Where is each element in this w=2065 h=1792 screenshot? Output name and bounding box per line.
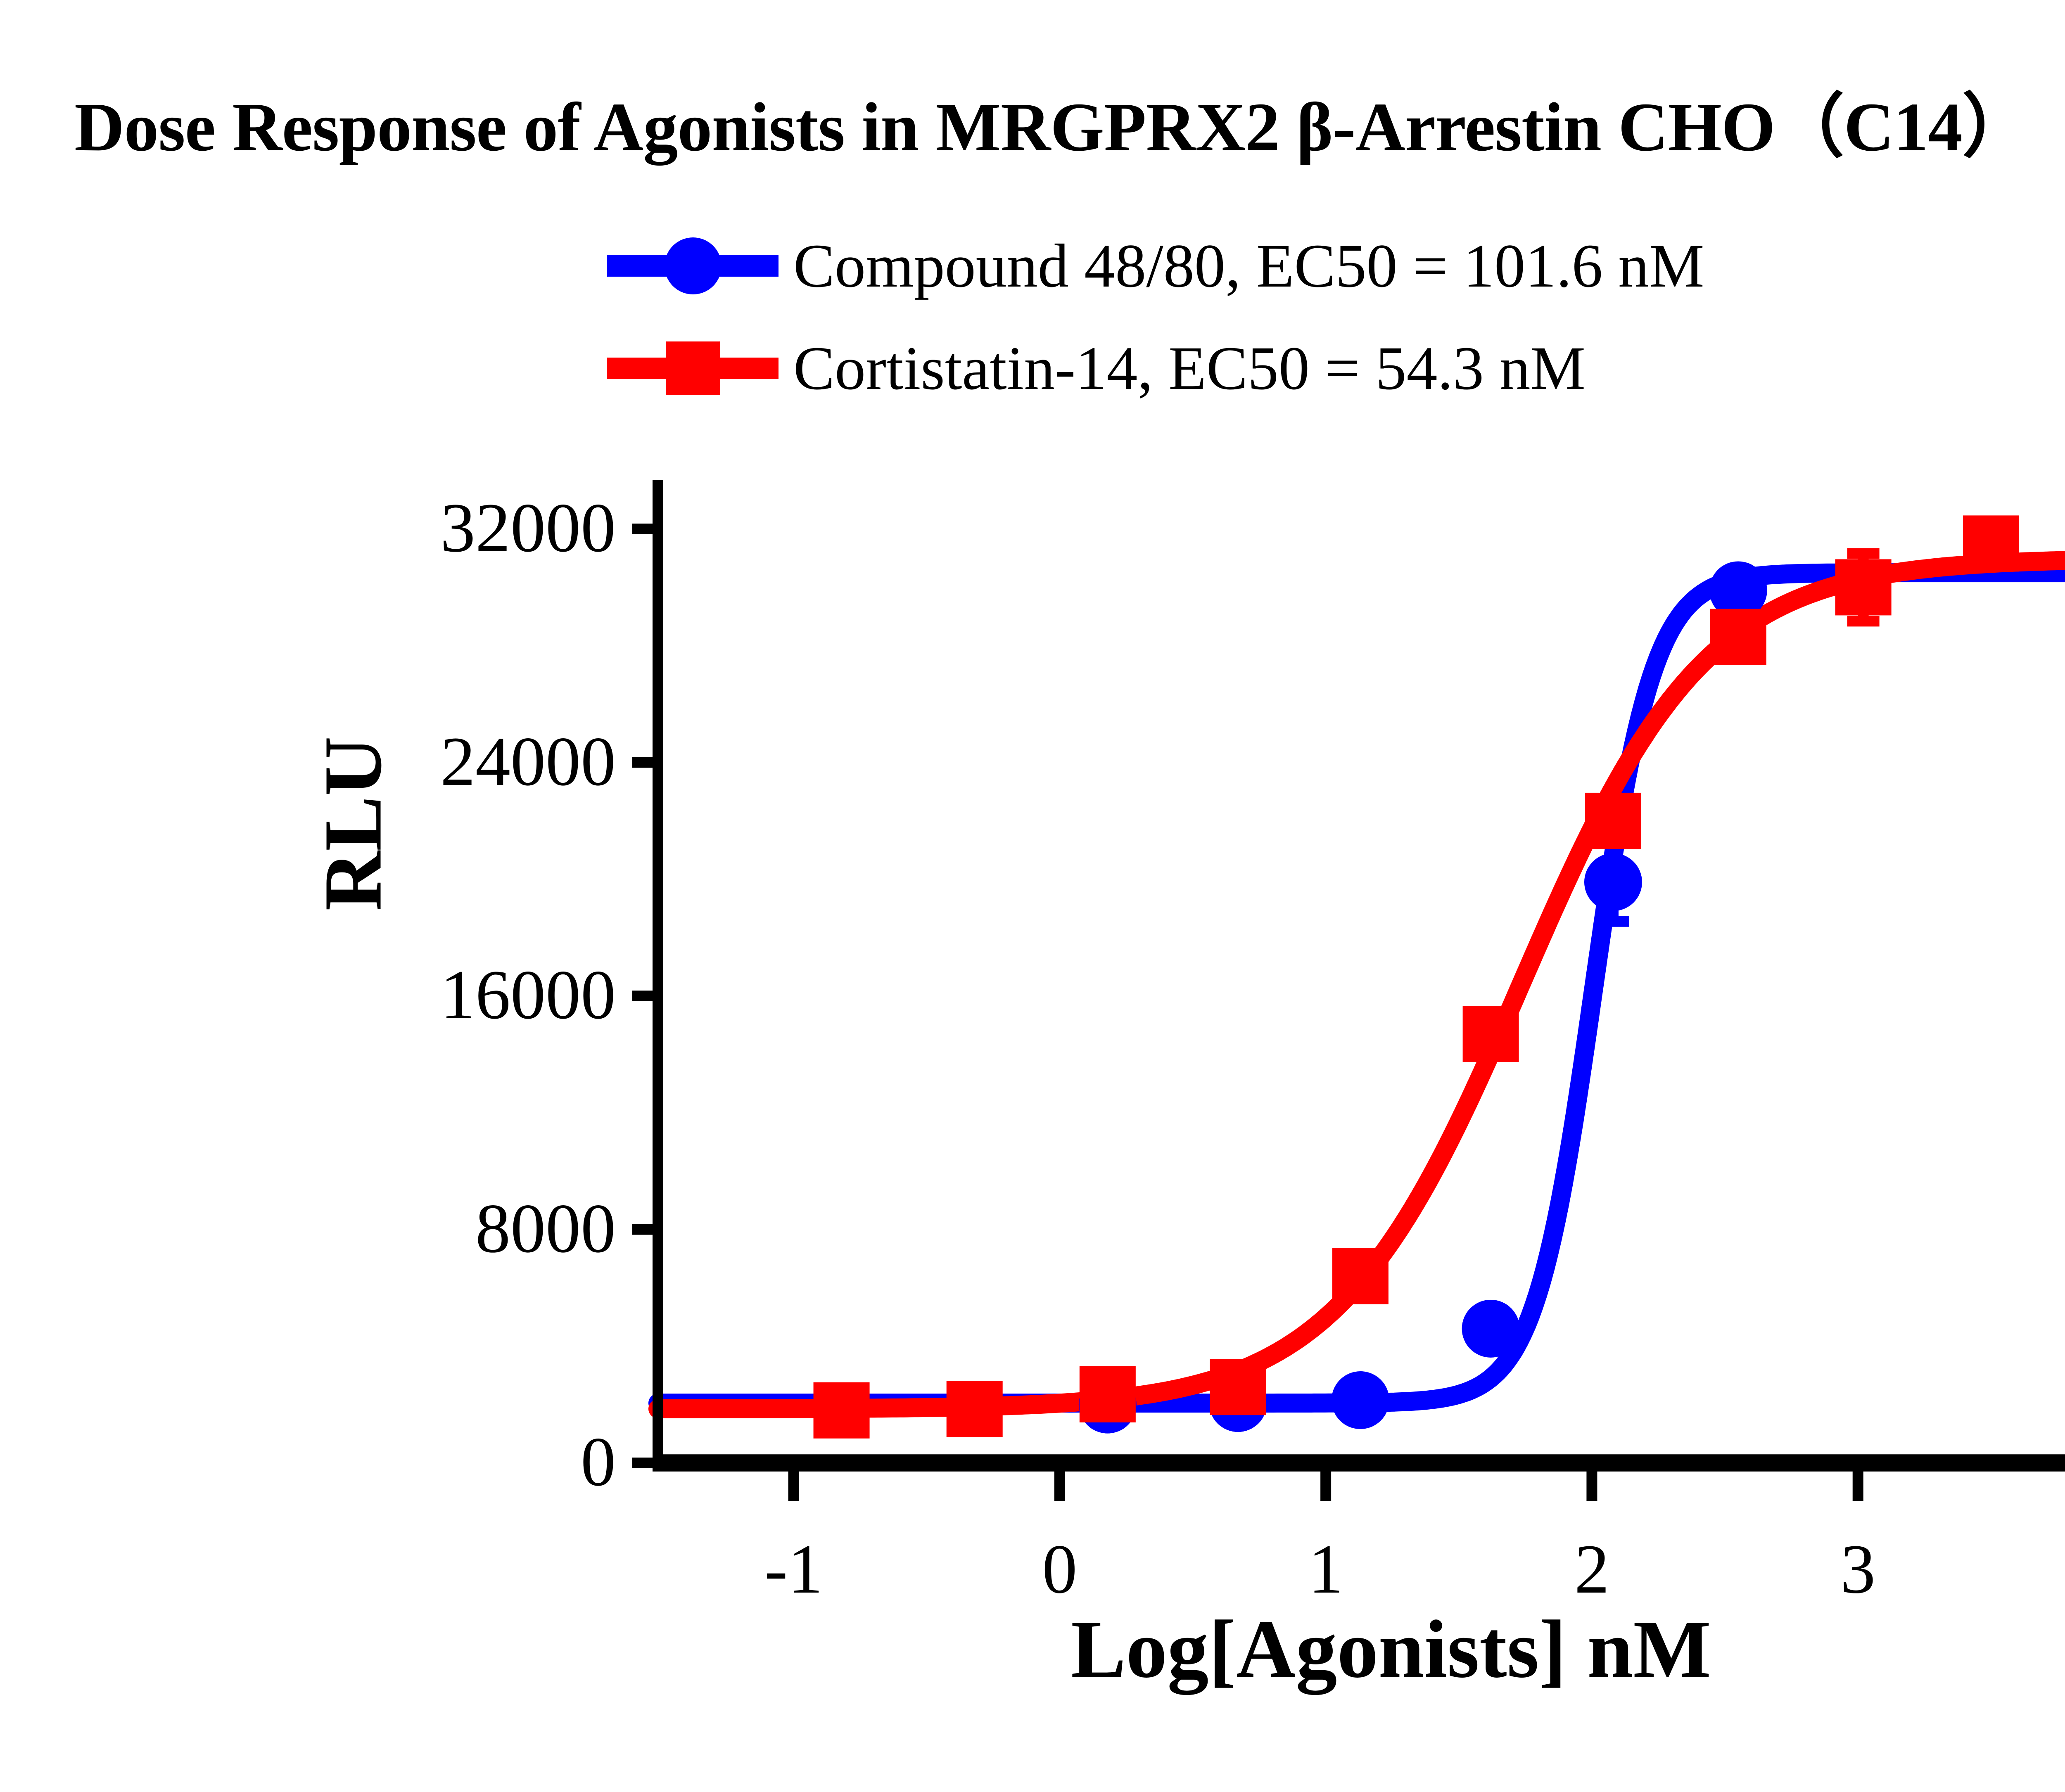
data-point-square (1210, 1359, 1266, 1415)
data-point-square (1079, 1366, 1136, 1422)
data-points (813, 515, 2019, 1439)
x-axis-title: Log[Agonists] nM (1070, 1604, 1711, 1695)
data-point-circle (1584, 853, 1642, 911)
data-point-square (946, 1381, 1003, 1437)
data-point-circle (1331, 1371, 1389, 1429)
error-bars (825, 523, 2007, 1426)
x-axis-tick-label: 0 (1042, 1530, 1078, 1608)
data-point-square (1462, 1005, 1519, 1062)
axis-lines (632, 480, 2065, 1501)
data-point-square (1332, 1248, 1389, 1304)
legend-marker-circle-blue (607, 237, 779, 294)
legend-item-cortistatin-14[interactable]: Cortistatin-14, EC50 = 54.3 nM (607, 317, 1704, 420)
data-point-square (1835, 559, 1892, 616)
x-axis-tick-label: 2 (1574, 1530, 1609, 1608)
legend: Compound 48/80, EC50 = 101.6 nM Cortista… (607, 215, 1704, 420)
data-point-square (813, 1382, 870, 1439)
y-axis-tick-label: 0 (581, 1423, 616, 1500)
data-point-circle (1462, 1299, 1520, 1358)
y-axis-tick-label: 8000 (475, 1189, 616, 1267)
x-axis-tick-label: 3 (1840, 1530, 1876, 1608)
data-point-square (1710, 609, 1766, 665)
y-axis-tick-label: 32000 (440, 489, 616, 567)
legend-label-cortistatin-14: Cortistatin-14, EC50 = 54.3 nM (793, 334, 1586, 403)
x-axis-tick-label: -1 (764, 1530, 823, 1608)
y-axis-tick-label: 16000 (440, 956, 616, 1033)
legend-label-compound-4880: Compound 48/80, EC50 = 101.6 nM (793, 232, 1704, 300)
page-title: Dose Response of Agonists in MRGPRX2 β-A… (74, 89, 2032, 166)
legend-item-compound-4880[interactable]: Compound 48/80, EC50 = 101.6 nM (607, 215, 1704, 317)
legend-marker-square-red (607, 341, 779, 395)
data-point-circle (1709, 561, 1767, 619)
y-axis-tick-label: 24000 (440, 722, 616, 800)
data-point-square (1585, 792, 1641, 849)
data-point-square (1963, 515, 2019, 572)
x-axis-tick-label: 1 (1308, 1530, 1343, 1608)
